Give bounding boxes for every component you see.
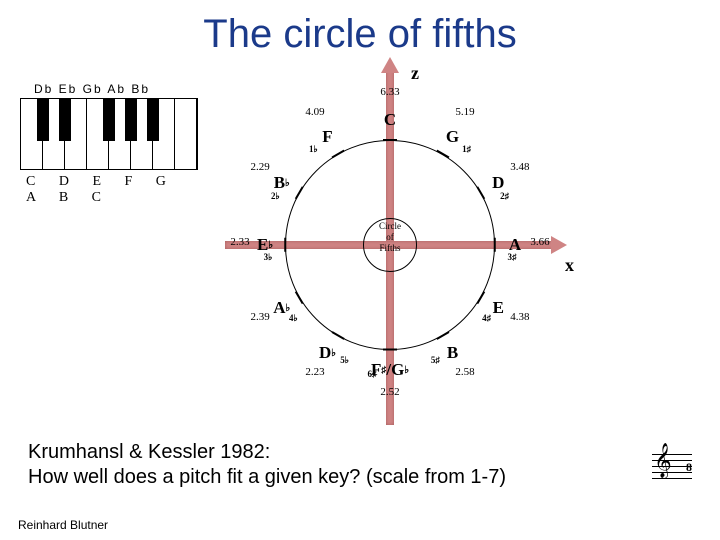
rating-label: 4.09: [305, 103, 324, 119]
note-label: G: [446, 128, 459, 146]
black-key: [59, 99, 71, 141]
slide-title: The circle of fifths: [0, 12, 720, 57]
tick: [383, 139, 397, 141]
black-key: [147, 99, 159, 141]
note-label: E: [493, 299, 504, 317]
rating-label: 2.29: [250, 158, 269, 174]
rating-label: 2.39: [250, 308, 269, 324]
keysig-label: 3♯: [508, 248, 517, 264]
note-label: D♭: [319, 344, 336, 362]
center-l2: of: [386, 232, 394, 242]
rating-label: 5.19: [455, 103, 474, 119]
note-label: B: [447, 344, 458, 362]
black-key: [125, 99, 137, 141]
keysig-label: 4♯: [482, 309, 491, 325]
rating-label: 2.52: [380, 383, 399, 399]
keysig-label: 6♯: [368, 365, 377, 381]
black-key: [37, 99, 49, 141]
white-key: [175, 99, 197, 169]
rating-label: 4.38: [510, 308, 529, 324]
x-axis-label: x: [565, 255, 574, 276]
keysig-label: 4♭: [289, 309, 298, 325]
tick: [494, 238, 496, 252]
keysig-label: 5♭: [340, 351, 349, 367]
keysig-label: 1♯: [462, 140, 471, 156]
keysig-label: 3♭: [264, 248, 273, 264]
rating-label: 3.66: [530, 233, 549, 249]
caption-line1: Krumhansl & Kessler 1982:: [28, 441, 270, 463]
treble-clef-icon: 𝄞 8: [652, 450, 692, 484]
note-label: F: [322, 128, 332, 146]
rating-label: 2.33: [230, 233, 249, 249]
piano-keyboard: Db Eb Gb Ab Bb C D E F G A B C: [20, 82, 200, 206]
center-l1: Circle: [379, 221, 401, 231]
note-label: A♭: [273, 299, 290, 317]
rating-label: 3.48: [510, 158, 529, 174]
rating-label: 6.33: [380, 83, 399, 99]
caption: Krumhansl & Kessler 1982: How well does …: [28, 440, 506, 490]
circle-of-fifths-diagram: z x Circle of Fifths C6.33G5.191♯D3.482♯…: [225, 65, 555, 425]
keysig-label: 2♭: [271, 187, 280, 203]
white-key-labels: C D E F G A B C: [20, 174, 200, 206]
center-l3: Fifths: [379, 243, 400, 253]
keyboard-keys: [20, 98, 198, 170]
rating-label: 2.23: [305, 363, 324, 379]
center-label: Circle of Fifths: [363, 221, 417, 254]
black-key: [103, 99, 115, 141]
rating-label: 2.58: [455, 363, 474, 379]
keysig-label: 2♯: [500, 187, 509, 203]
note-label: F♯/G♭: [371, 361, 409, 379]
author: Reinhard Blutner: [18, 518, 108, 532]
caption-line2: How well does a pitch fit a given key? (…: [28, 466, 506, 488]
z-axis-arrow: [381, 57, 399, 73]
note-label: C: [384, 111, 396, 129]
tick: [284, 238, 286, 252]
black-key-labels: Db Eb Gb Ab Bb: [20, 82, 200, 96]
z-axis-label: z: [411, 63, 419, 84]
keysig-label: 1♭: [309, 140, 318, 156]
keysig-label: 5♯: [431, 351, 440, 367]
x-axis-arrow: [551, 236, 567, 254]
